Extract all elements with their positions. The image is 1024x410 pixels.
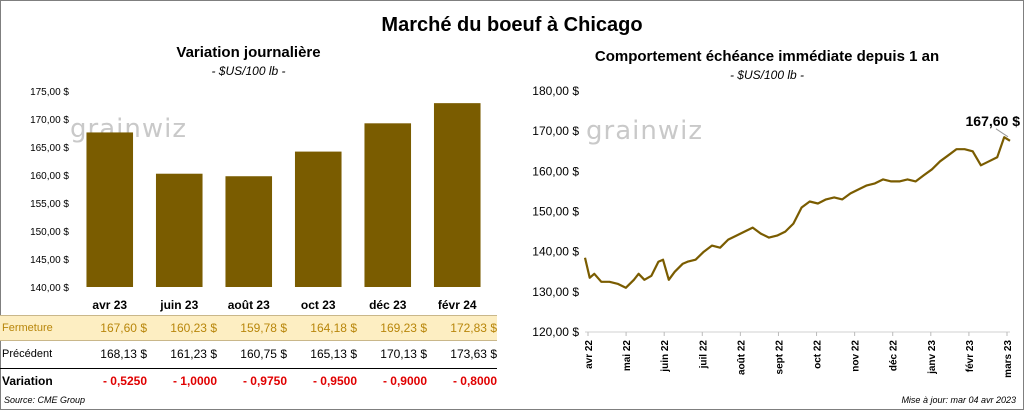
x-tick-label: déc 22 xyxy=(889,340,900,372)
page-title: Marché du boeuf à Chicago xyxy=(381,14,643,36)
previous-row: Précédent 168,13 $ 161,23 $ 160,75 $ 165,13… xyxy=(0,342,497,366)
x-tick-label: août 22 xyxy=(736,340,747,375)
x-tick-label: mai 22 xyxy=(622,340,633,372)
y-tick-label: 160,00 $ xyxy=(532,164,579,178)
last-value-label: 167,60 $ xyxy=(966,113,1021,129)
table-cell: 161,23 $ xyxy=(170,347,217,361)
left-chart-unit: - $US/100 lb - xyxy=(211,64,286,78)
bar xyxy=(364,123,412,287)
bar xyxy=(294,151,342,287)
table-cell: 160,23 $ xyxy=(170,321,217,335)
y-tick-label: 175,00 $ xyxy=(30,87,69,98)
x-tick-label: juil 22 xyxy=(698,340,709,370)
source-note: Source: CME Group xyxy=(4,395,86,405)
table-cell: 170,13 $ xyxy=(380,347,427,361)
table-cell: 164,18 $ xyxy=(310,321,357,335)
left-chart-title: Variation journalière xyxy=(176,44,321,61)
y-tick-label: 150,00 $ xyxy=(532,205,579,219)
table-cell: 168,13 $ xyxy=(100,347,147,361)
update-note: Mise à jour: mar 04 avr 2023 xyxy=(901,395,1016,405)
y-tick-label: 170,00 $ xyxy=(30,115,69,126)
line-chart: 120,00 $ 130,00 $ 140,00 $ 150,00 $ 160,00 $… xyxy=(532,84,1021,378)
table-cell: 165,13 $ xyxy=(310,347,357,361)
bar-chart: 140,00 $ 145,00 $ 150,00 $ 155,00 $ 160,00 $… xyxy=(30,87,481,312)
x-tick-label: oct 22 xyxy=(813,340,824,369)
y-tick-label: 120,00 $ xyxy=(532,325,579,339)
x-tick-label: avr 22 xyxy=(584,340,595,369)
x-tick-label: août 23 xyxy=(228,298,270,312)
table-cell: - 1,0000 xyxy=(172,374,217,388)
x-tick-label: sept 22 xyxy=(774,340,785,375)
x-tick-label: déc 23 xyxy=(369,298,407,312)
table-cell: 159,78 $ xyxy=(240,321,287,335)
table-cell: 173,63 $ xyxy=(450,347,497,361)
x-tick-label: mars 23 xyxy=(1003,340,1014,378)
bar xyxy=(225,176,273,287)
y-tick-label: 155,00 $ xyxy=(30,199,69,210)
y-tick-label: 145,00 $ xyxy=(30,255,69,266)
watermark-logo-right: grainwiz xyxy=(586,116,703,146)
table-cell: - 0,9750 xyxy=(242,374,287,388)
table-cell: 167,60 $ xyxy=(100,321,147,335)
table-cell: - 0,9500 xyxy=(312,374,357,388)
table-cell: 160,75 $ xyxy=(240,347,287,361)
x-tick-label: oct 23 xyxy=(301,298,336,312)
y-tick-label: 165,00 $ xyxy=(30,143,69,154)
x-tick-label: juin 23 xyxy=(159,298,198,312)
bar xyxy=(155,173,203,287)
x-tick-label: avr 23 xyxy=(92,298,127,312)
right-chart-unit: - $US/100 lb - xyxy=(729,68,805,82)
table-cell: 172,83 $ xyxy=(450,321,497,335)
x-tick-label: juin 22 xyxy=(660,340,671,373)
x-tick-label: févr 23 xyxy=(965,340,976,373)
bar xyxy=(433,103,481,287)
right-chart-title: Comportement échéance immédiate depuis 1… xyxy=(594,48,940,65)
table-cell: 169,23 $ xyxy=(380,321,427,335)
previous-label: Précédent xyxy=(2,348,53,360)
last-value-leader xyxy=(995,128,1009,138)
variation-row: Variation - 0,5250 - 1,0000 - 0,9750 - 0,95… xyxy=(0,368,497,393)
x-tick-label: janv 23 xyxy=(927,340,938,375)
y-tick-label: 180,00 $ xyxy=(532,84,579,98)
table-cell: - 0,5250 xyxy=(102,374,147,388)
y-tick-label: 160,00 $ xyxy=(30,171,69,182)
bar xyxy=(86,132,134,287)
table-cell: - 0,9000 xyxy=(382,374,427,388)
y-tick-label: 130,00 $ xyxy=(532,285,579,299)
y-tick-label: 150,00 $ xyxy=(30,227,69,238)
closing-label: Fermeture xyxy=(2,322,53,334)
y-tick-label: 140,00 $ xyxy=(30,283,69,294)
x-tick-label: févr 24 xyxy=(438,298,477,312)
x-tick-label: nov 22 xyxy=(851,340,862,372)
variation-label: Variation xyxy=(2,374,53,388)
closing-row: Fermeture 167,60 $ 160,23 $ 159,78 $ 164,18… xyxy=(0,315,497,341)
table-cell: - 0,8000 xyxy=(452,374,497,388)
y-tick-label: 140,00 $ xyxy=(532,245,579,259)
price-line xyxy=(583,136,1011,289)
y-tick-label: 170,00 $ xyxy=(532,124,579,138)
